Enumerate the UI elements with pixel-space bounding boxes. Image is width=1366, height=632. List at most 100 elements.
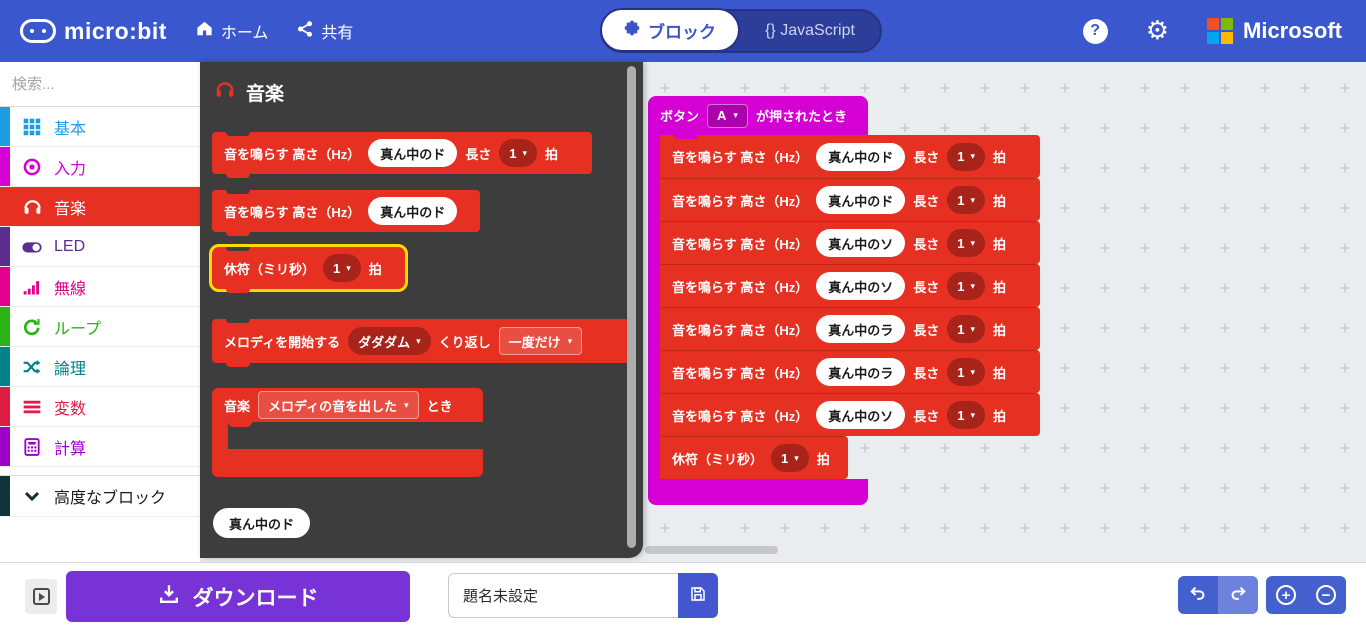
beat-dropdown[interactable]: 1 ▾	[947, 358, 986, 386]
note-field[interactable]: 真ん中のド	[368, 139, 458, 167]
category-label: 入力	[54, 160, 87, 178]
beat-dropdown[interactable]: 1 ▾	[947, 272, 986, 300]
on-button-pressed-block[interactable]: ボタン A ▾ が押されたとき	[648, 96, 868, 135]
redo-icon	[1228, 583, 1248, 608]
zoom-in-button[interactable]: +	[1266, 576, 1306, 614]
dropdown-arrow-icon: ▾	[970, 323, 976, 334]
sidebar-item-advanced[interactable]: 高度なブロック	[0, 476, 200, 517]
beat-dropdown[interactable]: 1 ▾	[947, 401, 986, 429]
sidebar-item-music[interactable]: 音楽	[0, 187, 200, 227]
length-label: 長さ	[913, 236, 940, 252]
help-button[interactable]: ?	[1082, 18, 1108, 44]
dropdown-arrow-icon: ▾	[404, 399, 409, 410]
ring-tone-block[interactable]: 音を鳴らす 高さ（Hz） 真ん中のド	[212, 190, 480, 236]
play-label: 音を鳴らす 高さ（Hz）	[672, 279, 809, 295]
microbit-logo[interactable]: micro:bit	[20, 18, 167, 45]
minus-circle-icon: −	[1316, 585, 1336, 605]
play-label: 音を鳴らす 高さ（Hz）	[224, 204, 361, 220]
beat-dropdown[interactable]: 1 ▾	[499, 139, 538, 167]
save-button[interactable]	[678, 573, 718, 618]
vertical-scrollbar[interactable]	[627, 66, 636, 548]
hat-block-inner-tab	[228, 422, 252, 427]
beat-value: 1	[957, 278, 965, 294]
circle-dot-icon	[20, 155, 44, 179]
bottom-toolbar: ダウンロード + −	[0, 562, 1366, 632]
beat-dropdown[interactable]: 1 ▾	[323, 254, 361, 282]
event-block-rail	[648, 135, 660, 479]
download-button[interactable]: ダウンロード	[66, 571, 410, 622]
sidebar-item-loops[interactable]: ループ	[0, 307, 200, 347]
play-tone-block[interactable]: 音を鳴らす 高さ（Hz） 真ん中のド 長さ 1 ▾ 拍	[660, 178, 1040, 221]
search-input[interactable]	[12, 75, 211, 93]
melody-dropdown[interactable]: ダダダム ▾	[348, 327, 431, 355]
category-strip	[0, 227, 10, 266]
play-tone-block[interactable]: 音を鳴らす 高さ（Hz） 真ん中のソ 長さ 1 ▾ 拍	[660, 264, 1040, 307]
sidebar-divider	[0, 467, 200, 476]
home-button[interactable]: ホーム	[195, 19, 268, 43]
length-label: 長さ	[913, 408, 940, 424]
shuffle-icon	[20, 355, 44, 379]
on-music-event-block[interactable]: 音楽 メロディの音を出した ▾ とき	[212, 388, 483, 422]
horizontal-scrollbar[interactable]	[645, 546, 778, 554]
show-simulator-button[interactable]	[25, 579, 57, 614]
sidebar-item-input[interactable]: 入力	[0, 147, 200, 187]
dropdown-arrow-icon: ▾	[970, 151, 976, 161]
play-label: 音を鳴らす 高さ（Hz）	[672, 236, 809, 252]
category-strip	[0, 147, 10, 186]
play-tone-block[interactable]: 音を鳴らす 高さ（Hz） 真ん中のラ 長さ 1 ▾ 拍	[660, 307, 1040, 350]
beat-dropdown[interactable]: 1 ▾	[947, 142, 986, 171]
beat-dropdown[interactable]: 1 ▾	[947, 229, 986, 257]
note-reporter-block[interactable]: 真ん中のド	[213, 508, 311, 538]
sidebar-item-variables[interactable]: 変数	[0, 387, 200, 427]
music-event-dropdown[interactable]: メロディの音を出した ▾	[258, 391, 419, 419]
sidebar-item-led[interactable]: LED	[0, 227, 200, 267]
sidebar-item-logic[interactable]: 論理	[0, 347, 200, 387]
beat-dropdown[interactable]: 1 ▾	[947, 315, 986, 343]
note-field[interactable]: 真ん中のラ	[816, 358, 906, 386]
play-tone-length-block[interactable]: 音を鳴らす 高さ（Hz） 真ん中のド 長さ 1 ▾ 拍	[212, 132, 592, 178]
note-field[interactable]: 真ん中のド	[368, 197, 458, 225]
category-strip	[0, 476, 10, 516]
settings-gear-icon[interactable]: ⚙	[1145, 16, 1169, 46]
play-label: 音を鳴らす 高さ（Hz）	[672, 408, 809, 424]
undo-button[interactable]	[1178, 576, 1218, 614]
note-field[interactable]: 真ん中のソ	[816, 401, 906, 429]
play-tone-block[interactable]: 音を鳴らす 高さ（Hz） 真ん中のド 長さ 1 ▾ 拍	[660, 135, 1040, 178]
dropdown-arrow-icon: ▾	[970, 237, 976, 248]
sidebar-item-radio[interactable]: 無線	[0, 267, 200, 307]
search-row	[0, 62, 229, 107]
start-melody-block[interactable]: メロディを開始する ダダダム ▾ くり返し 一度だけ ▾	[212, 319, 629, 367]
undo-icon	[1188, 583, 1208, 608]
rest-block[interactable]: 休符（ミリ秒） 1 ▾ 拍	[660, 436, 848, 479]
microsoft-logo[interactable]: Microsoft	[1207, 18, 1342, 44]
dropdown-arrow-icon: ▾	[346, 262, 351, 273]
tab-blocks[interactable]: ブロック	[600, 8, 740, 52]
zoom-out-button[interactable]: −	[1306, 576, 1346, 614]
note-field[interactable]: 真ん中のソ	[816, 229, 906, 257]
play-tone-block[interactable]: 音を鳴らす 高さ（Hz） 真ん中のソ 長さ 1 ▾ 拍	[660, 221, 1040, 264]
note-field[interactable]: 真ん中のド	[816, 186, 906, 214]
beat-dropdown[interactable]: 1 ▾	[771, 444, 809, 472]
music-flyout-panel: 音楽 音を鳴らす 高さ（Hz） 真ん中のド 長さ 1 ▾ 拍 音を鳴らす 高さ（…	[200, 62, 643, 558]
beat-label: 拍	[993, 408, 1007, 424]
note-field[interactable]: 真ん中のソ	[816, 272, 906, 300]
share-button[interactable]: 共有	[296, 19, 353, 43]
sidebar-item-math[interactable]: 計算	[0, 427, 200, 467]
tab-javascript[interactable]: {} JavaScript	[740, 22, 880, 40]
question-icon: ?	[1090, 22, 1101, 39]
note-field[interactable]: 真ん中のラ	[816, 315, 906, 343]
note-field[interactable]: 真ん中のド	[816, 142, 906, 171]
repeat-dropdown[interactable]: 一度だけ ▾	[498, 327, 583, 355]
play-tone-block[interactable]: 音を鳴らす 高さ（Hz） 真ん中のラ 長さ 1 ▾ 拍	[660, 350, 1040, 393]
beat-label: 拍	[545, 146, 559, 162]
project-name-input[interactable]	[448, 573, 678, 618]
beat-dropdown[interactable]: 1 ▾	[947, 186, 986, 214]
play-tone-block[interactable]: 音を鳴らす 高さ（Hz） 真ん中のソ 長さ 1 ▾ 拍	[660, 393, 1040, 436]
rest-block-highlighted[interactable]: 休符（ミリ秒） 1 ▾ 拍	[209, 244, 408, 293]
button-dropdown[interactable]: A ▾	[707, 103, 748, 128]
brand-name: micro:bit	[64, 17, 167, 44]
redo-button[interactable]	[1218, 576, 1258, 614]
microsoft-squares-icon	[1207, 18, 1233, 44]
dropdown-arrow-icon: ▾	[522, 147, 528, 158]
sidebar-item-basic[interactable]: 基本	[0, 107, 200, 147]
